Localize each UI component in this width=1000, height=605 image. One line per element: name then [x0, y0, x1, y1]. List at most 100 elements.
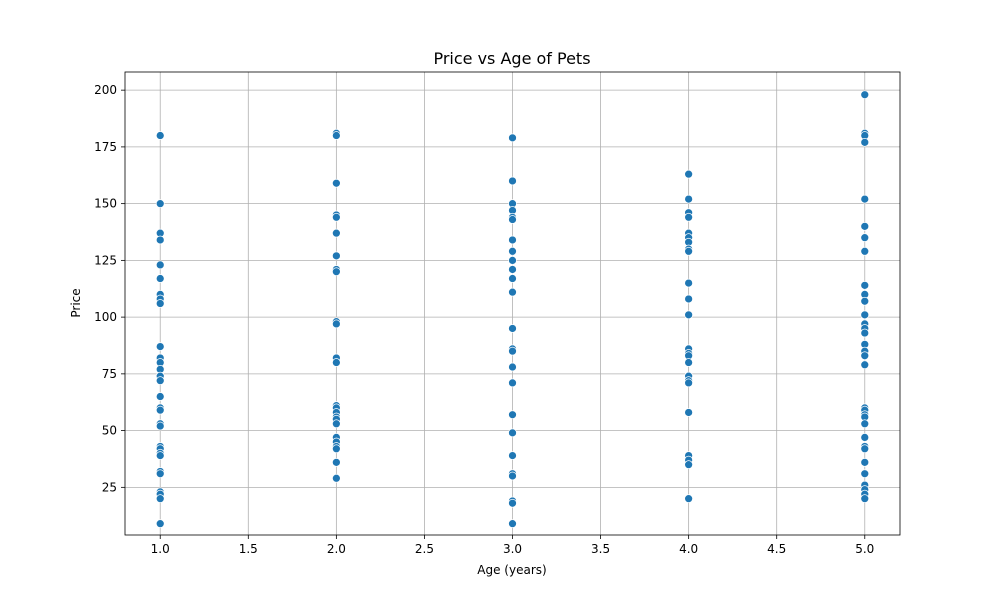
data-point — [331, 251, 341, 261]
data-point — [508, 256, 517, 265]
x-tick-label: 1.0 — [151, 542, 170, 556]
data-point — [508, 410, 517, 420]
data-point — [860, 419, 870, 429]
data-point — [508, 287, 517, 297]
y-tick-label: 125 — [94, 253, 117, 267]
data-point — [860, 296, 870, 306]
data-point — [860, 457, 870, 467]
x-tick-label: 2.0 — [327, 542, 346, 556]
data-point — [331, 444, 341, 454]
y-tick-label: 150 — [94, 197, 117, 211]
data-point — [860, 360, 870, 370]
data-point — [155, 519, 165, 529]
x-tick-label: 3.0 — [503, 542, 522, 556]
data-point — [684, 294, 694, 304]
data-point — [508, 471, 517, 481]
data-point — [155, 451, 165, 460]
data-point — [508, 378, 517, 388]
y-tick-label: 175 — [94, 140, 117, 154]
y-tick-label: 100 — [94, 310, 117, 324]
data-point — [860, 194, 870, 204]
data-point — [331, 212, 341, 222]
data-points — [155, 90, 870, 529]
data-point — [155, 342, 165, 351]
data-point — [155, 199, 165, 209]
data-point — [508, 362, 517, 372]
data-point — [684, 358, 694, 367]
data-point — [684, 212, 694, 222]
data-point — [860, 280, 870, 290]
data-point — [860, 310, 870, 320]
y-axis-label: Price — [69, 288, 83, 317]
data-point — [508, 324, 517, 333]
data-point — [331, 473, 341, 483]
data-point — [508, 498, 517, 508]
data-point — [684, 494, 694, 504]
data-point — [860, 351, 870, 361]
y-tick-label: 200 — [94, 83, 117, 97]
data-point — [684, 378, 694, 388]
data-point — [331, 419, 341, 429]
chart-title: Price vs Age of Pets — [433, 49, 590, 68]
data-point — [155, 392, 165, 401]
data-point — [155, 421, 165, 431]
data-point — [155, 274, 165, 283]
data-point — [684, 169, 694, 179]
data-point — [860, 444, 870, 454]
x-tick-label: 1.5 — [239, 542, 258, 556]
data-point — [508, 451, 517, 460]
x-tick-label: 2.5 — [415, 542, 434, 556]
data-point — [508, 176, 517, 186]
y-tick-label: 75 — [102, 367, 117, 381]
data-point — [684, 460, 694, 470]
data-point — [331, 131, 341, 140]
data-point — [508, 274, 517, 283]
data-point — [331, 178, 341, 188]
data-point — [860, 221, 870, 231]
data-point — [508, 428, 517, 438]
data-point — [860, 90, 870, 100]
x-tick-label: 4.0 — [679, 542, 698, 556]
x-tick-label: 4.5 — [767, 542, 786, 556]
x-tick-label: 5.0 — [855, 542, 874, 556]
x-tick-label: 3.5 — [591, 542, 610, 556]
data-point — [860, 494, 870, 504]
data-point — [860, 137, 870, 147]
data-point — [331, 228, 341, 238]
x-axis-ticks: 1.0 1.5 2.0 2.5 3.0 3.5 4.0 4.5 5.0 — [151, 535, 874, 556]
data-point — [155, 260, 165, 270]
data-point — [155, 235, 165, 245]
data-point — [155, 494, 165, 504]
data-point — [508, 246, 517, 256]
data-point — [684, 194, 694, 204]
y-tick-label: 50 — [102, 424, 117, 438]
data-point — [155, 469, 165, 479]
y-axis-ticks: 25 50 75 100 125 150 175 200 — [94, 83, 125, 494]
data-point — [684, 246, 694, 256]
data-point — [508, 346, 517, 356]
data-point — [155, 405, 165, 415]
data-point — [860, 433, 870, 442]
data-point — [508, 235, 517, 245]
data-point — [508, 133, 517, 143]
y-tick-label: 25 — [102, 480, 117, 494]
data-point — [331, 319, 341, 329]
data-point — [155, 299, 165, 308]
data-point — [684, 310, 694, 320]
data-point — [155, 131, 165, 140]
x-axis-label: Age (years) — [477, 563, 546, 577]
data-point — [155, 376, 165, 386]
data-point — [860, 246, 870, 256]
data-point — [860, 233, 870, 243]
data-point — [684, 278, 694, 288]
data-point — [331, 358, 341, 367]
data-point — [331, 457, 341, 467]
data-point — [860, 328, 870, 338]
data-point — [860, 469, 870, 479]
data-point — [508, 265, 517, 274]
data-point — [684, 408, 694, 417]
data-point — [508, 215, 517, 224]
